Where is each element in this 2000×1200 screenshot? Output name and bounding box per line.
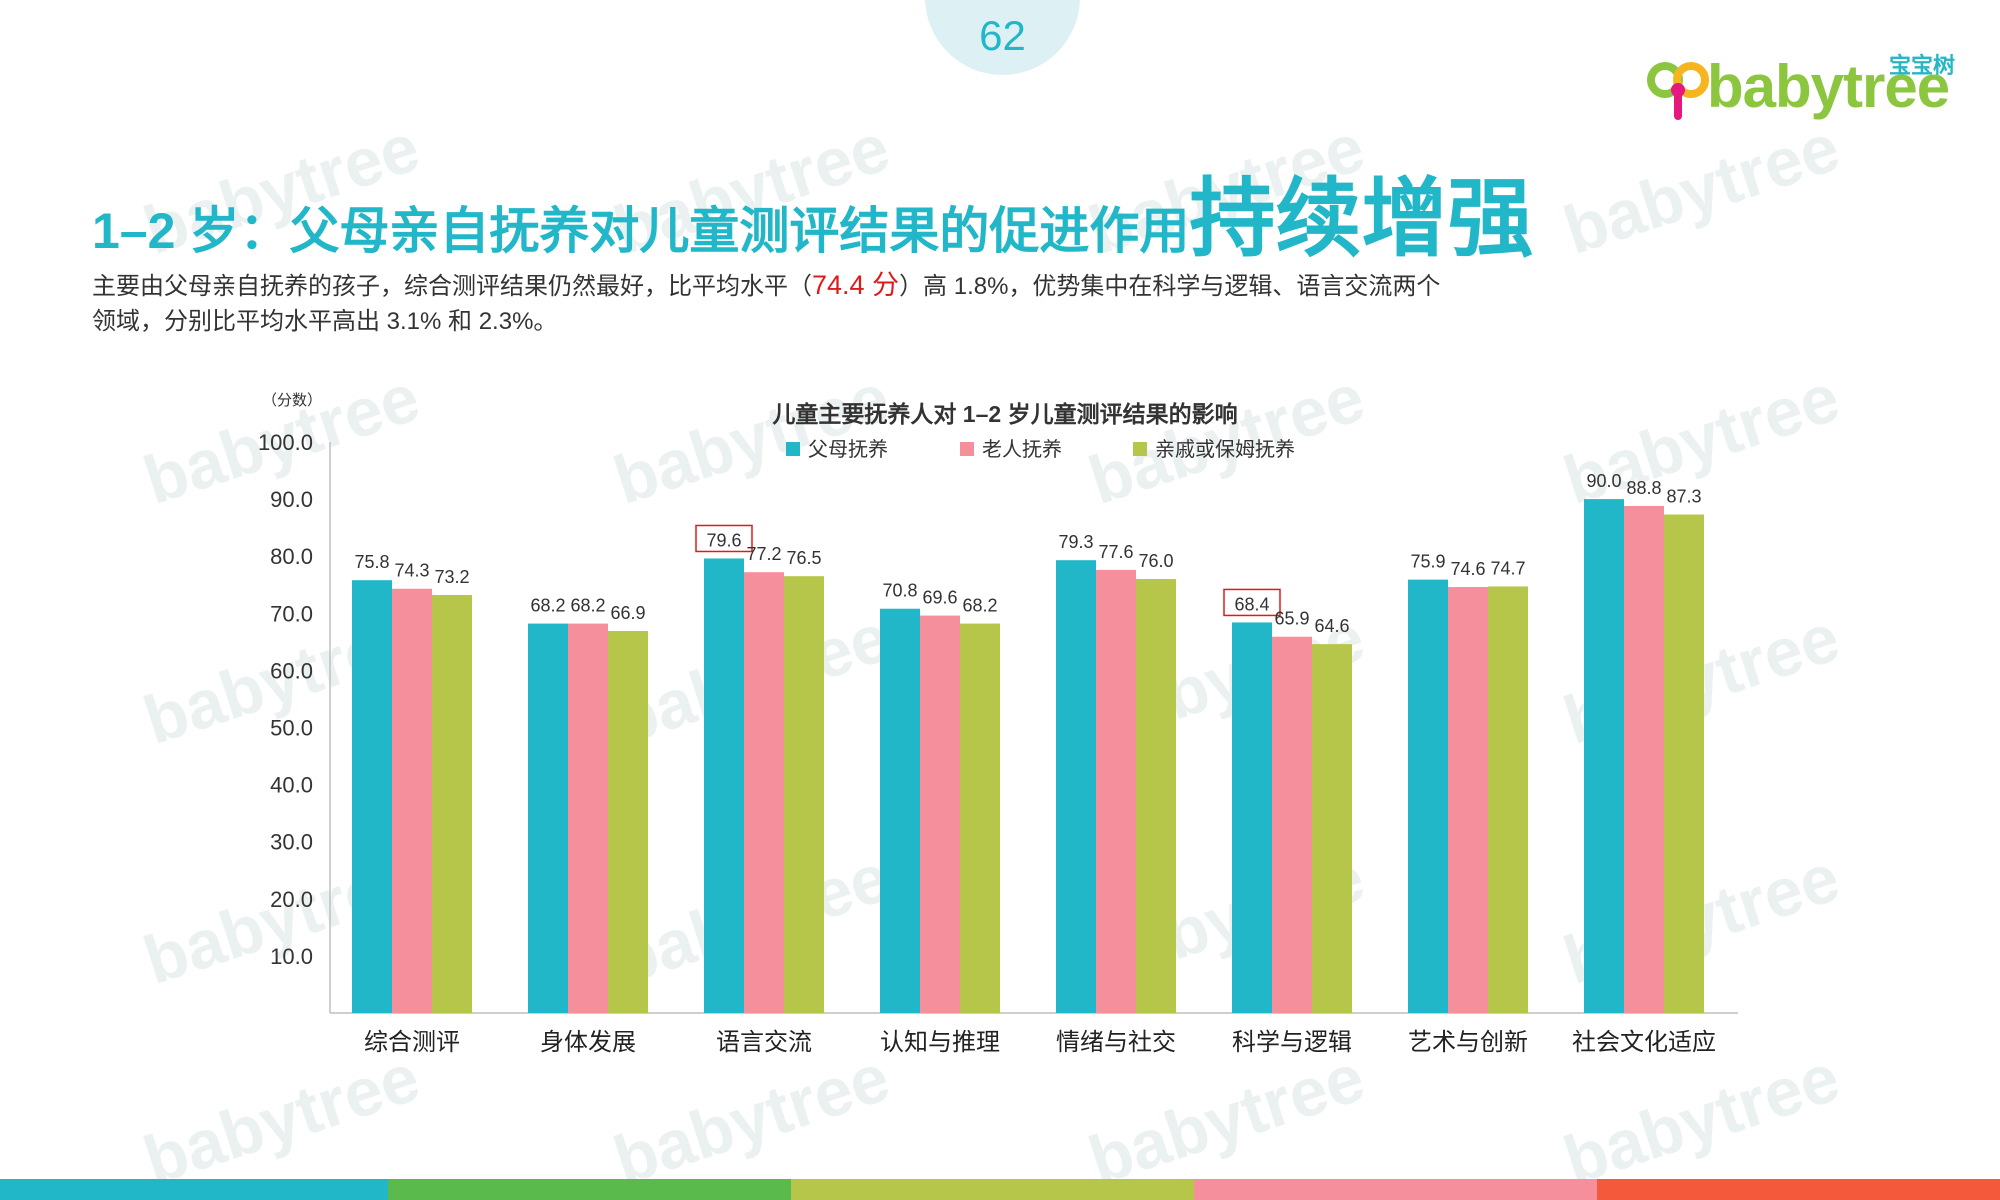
data-label: 87.3 <box>1666 487 1701 507</box>
data-label: 90.0 <box>1586 471 1621 491</box>
y-tick-label: 10.0 <box>270 944 313 969</box>
y-axis-unit: （分数） <box>262 392 322 409</box>
stripe-segment <box>388 1179 791 1200</box>
y-tick-label: 50.0 <box>270 716 313 741</box>
bar <box>1232 622 1272 1013</box>
legend-label: 父母抚养 <box>808 438 888 461</box>
page-number: 62 <box>979 12 1026 59</box>
data-label: 77.6 <box>1098 542 1133 562</box>
chart-legend: 父母抚养 老人抚养 亲戚或保姆抚养 <box>786 438 1295 461</box>
data-label: 88.8 <box>1626 478 1661 498</box>
legend-swatch <box>786 442 800 456</box>
bar <box>1584 499 1624 1014</box>
category-label: 情绪与社交 <box>1056 1029 1176 1056</box>
bar <box>432 595 472 1013</box>
data-label: 69.6 <box>922 588 957 608</box>
bar <box>608 631 648 1013</box>
description-part2: ）高 1.8%，优势集中在科学与逻辑、语言交流两个领域，分别比平均水平高出 3.… <box>92 273 1441 335</box>
y-tick-label: 90.0 <box>270 487 313 512</box>
category-label: 语言交流 <box>716 1029 812 1056</box>
stripe-segment <box>1597 1179 2000 1200</box>
data-label: 76.0 <box>1138 551 1173 571</box>
data-label: 76.5 <box>786 548 821 568</box>
data-label: 79.3 <box>1058 532 1093 552</box>
bar <box>1488 586 1528 1013</box>
page-title: 1–2 岁：父母亲自抚养对儿童测评结果的促进作用持续增强 <box>92 148 1533 273</box>
logo-wordmark: babytree <box>1707 53 1950 120</box>
stripe-segment <box>791 1179 1194 1200</box>
bar <box>704 558 744 1013</box>
legend-label: 亲戚或保姆抚养 <box>1155 438 1295 461</box>
bar <box>1408 579 1448 1013</box>
bar <box>784 576 824 1013</box>
bar <box>744 572 784 1013</box>
description-part1: 主要由父母亲自抚养的孩子，综合测评结果仍然最好，比平均水平（ <box>92 273 812 300</box>
data-label: 79.6 <box>706 530 741 550</box>
data-label: 75.8 <box>354 552 389 572</box>
category-label: 认知与推理 <box>880 1029 1000 1056</box>
category-label: 综合测评 <box>364 1029 460 1056</box>
bar <box>1448 587 1488 1013</box>
data-label: 74.7 <box>1490 558 1525 578</box>
y-tick-label: 40.0 <box>270 773 313 798</box>
data-label: 66.9 <box>610 603 645 623</box>
y-tick-label: 70.0 <box>270 601 313 626</box>
category-label: 社会文化适应 <box>1572 1029 1716 1056</box>
legend-label: 老人抚养 <box>982 438 1062 461</box>
description: 主要由父母亲自抚养的孩子，综合测评结果仍然最好，比平均水平（74.4 分）高 1… <box>92 268 1462 339</box>
data-label: 74.3 <box>394 561 429 581</box>
y-tick-label: 80.0 <box>270 544 313 569</box>
data-label: 68.2 <box>962 596 997 616</box>
description-highlight: 74.4 分 <box>812 270 900 300</box>
bar <box>1056 560 1096 1013</box>
title-emphasis: 持续增强 <box>1189 171 1534 267</box>
data-label: 75.9 <box>1410 552 1445 572</box>
logo-chinese-text: 宝宝树 <box>1888 53 1955 78</box>
bar <box>392 588 432 1013</box>
legend-swatch <box>960 442 974 456</box>
bar <box>1664 514 1704 1013</box>
stripe-segment <box>1194 1179 1597 1200</box>
bar <box>528 623 568 1013</box>
y-tick-label: 30.0 <box>270 830 313 855</box>
bar <box>568 623 608 1013</box>
bar <box>1312 644 1352 1013</box>
bar <box>920 615 960 1013</box>
bar <box>1096 569 1136 1013</box>
bar <box>880 608 920 1013</box>
data-label: 64.6 <box>1314 616 1349 636</box>
bar <box>352 580 392 1013</box>
bar <box>960 623 1000 1013</box>
logo-mark-icon <box>1647 62 1709 120</box>
bar <box>1272 636 1312 1013</box>
category-label: 科学与逻辑 <box>1232 1029 1352 1056</box>
data-label: 65.9 <box>1274 609 1309 629</box>
category-label: 艺术与创新 <box>1408 1029 1528 1056</box>
highlight-box <box>695 524 753 553</box>
y-tick-label: 20.0 <box>270 887 313 912</box>
babytree-logo: 宝宝树 babytree <box>1645 48 1955 128</box>
data-label: 70.8 <box>882 581 917 601</box>
data-label: 68.2 <box>570 596 605 616</box>
data-label: 77.2 <box>746 544 781 564</box>
legend-swatch <box>1133 442 1147 456</box>
data-label: 74.6 <box>1450 559 1485 579</box>
stripe-segment <box>0 1179 388 1200</box>
title-main: 1–2 岁：父母亲自抚养对儿童测评结果的促进作用 <box>92 203 1190 259</box>
category-label: 身体发展 <box>540 1029 636 1056</box>
bar <box>1136 579 1176 1013</box>
data-label: 68.2 <box>530 596 565 616</box>
y-tick-label: 100.0 <box>258 430 313 455</box>
y-tick-label: 60.0 <box>270 658 313 683</box>
bar <box>1624 505 1664 1013</box>
highlight-box <box>1223 588 1281 617</box>
chart-title: 儿童主要抚养人对 1–2 岁儿童测评结果的影响 <box>772 401 1237 427</box>
data-label: 68.4 <box>1234 594 1269 614</box>
data-label: 73.2 <box>434 567 469 587</box>
